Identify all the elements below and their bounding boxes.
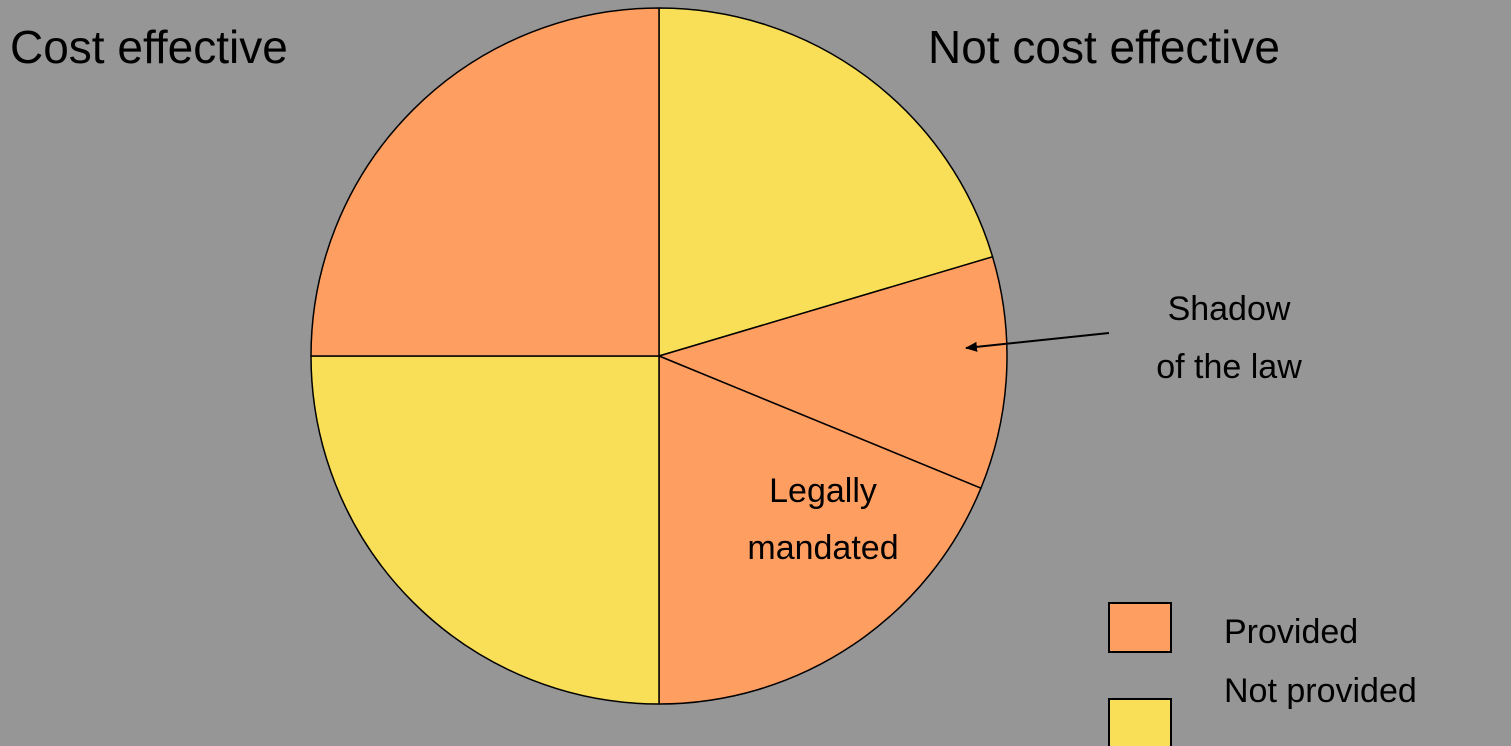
legend-label-provided: Provided <box>1224 613 1358 651</box>
header-not-cost-effective: Not cost effective <box>928 21 1280 73</box>
legend: Provided Not provided <box>1108 602 1417 746</box>
pie-slice-4-not-provided <box>310 355 660 705</box>
shadow-of-the-law-label-line1: Shadow <box>1168 290 1291 328</box>
shadow-of-the-law-label-line2: of the law <box>1156 348 1302 386</box>
pie-slice-1-not-provided <box>658 7 994 357</box>
legend-swatch-provided <box>1108 602 1172 653</box>
legally-mandated-label-line1: Legally <box>769 472 877 510</box>
pie-slice-5-provided <box>310 7 660 357</box>
legend-swatch-not-provided <box>1108 698 1172 746</box>
pie-slice-2-provided <box>658 256 1008 489</box>
pie-slices <box>310 7 1008 705</box>
header-cost-effective: Cost effective <box>10 21 288 73</box>
legend-label-not-provided: Not provided <box>1224 672 1417 710</box>
shadow-of-the-law-arrow <box>965 332 1110 352</box>
pie-slice-3-provided <box>658 355 982 705</box>
legally-mandated-label-line2: mandated <box>747 529 898 567</box>
